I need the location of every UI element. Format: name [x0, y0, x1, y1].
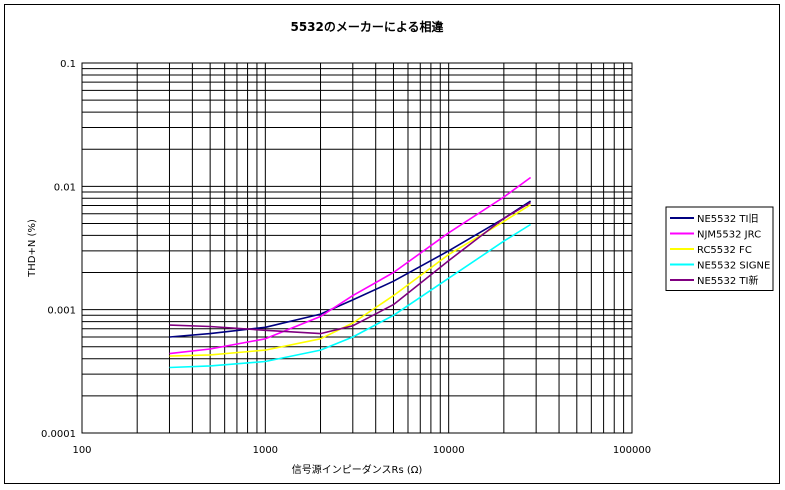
grid-major [82, 63, 632, 433]
x-tick-labels: 100 1000 10000 100000 [72, 445, 651, 456]
chart-svg: 5532のメーカーによる相違 100 1000 10000 100000 0.0001… [27, 19, 774, 476]
series-line [169, 201, 532, 335]
plot-border [81, 62, 633, 434]
series-lines [169, 176, 532, 369]
chart-frame: 5532のメーカーによる相違 100 1000 10000 100000 0.0001… [4, 4, 780, 484]
grid-minor-y [82, 68, 632, 397]
y-tick-label: 0.1 [60, 59, 76, 70]
legend-label: NE5532 TI新 [697, 274, 758, 287]
series-line [169, 204, 532, 357]
x-tick-label: 100000 [613, 445, 651, 456]
legend-label: NE5532 SIGNE [697, 261, 770, 272]
x-axis-label: 信号源インピーダンスRs (Ω) [292, 463, 423, 476]
x-tick-label: 1000 [253, 445, 278, 456]
y-tick-label: 0.0001 [41, 429, 76, 440]
legend: NE5532 TI旧 NJM5532 JRC RC5532 FC NE5532 SIG… [665, 206, 774, 291]
x-tick-label: 10000 [433, 445, 465, 456]
y-tick-label: 0.01 [54, 182, 76, 193]
legend-label: NJM5532 JRC [697, 230, 761, 241]
y-tick-labels: 0.0001 0.001 0.01 0.1 [41, 59, 76, 440]
series-line [169, 223, 532, 369]
series-line [169, 176, 532, 355]
chart-title: 5532のメーカーによる相違 [290, 19, 443, 34]
series-line [169, 200, 532, 338]
legend-label: RC5532 FC [697, 245, 752, 256]
y-tick-label: 0.001 [47, 306, 76, 317]
y-axis-label: THD+N (%) [27, 219, 38, 278]
legend-label: NE5532 TI旧 [697, 213, 758, 225]
x-tick-label: 100 [72, 445, 91, 456]
